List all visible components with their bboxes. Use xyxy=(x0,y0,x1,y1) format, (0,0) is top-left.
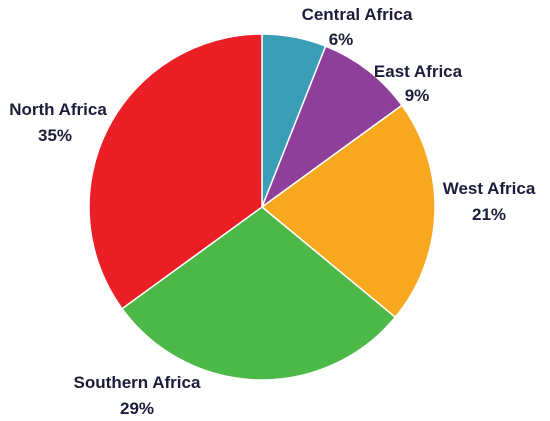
label-central-africa: Central Africa xyxy=(302,5,413,24)
value-east-africa: 9% xyxy=(405,86,430,105)
slice-east-africa xyxy=(260,45,404,210)
slice-southern-africa xyxy=(120,206,397,381)
label-west-africa: West Africa xyxy=(443,179,536,198)
pie-slices xyxy=(88,33,436,381)
label-east-africa: East Africa xyxy=(374,62,463,81)
value-north-africa: 35% xyxy=(38,126,72,145)
slice-north-africa xyxy=(88,33,263,310)
value-southern-africa: 29% xyxy=(120,399,154,418)
slice-west-africa xyxy=(260,104,436,319)
value-west-africa: 21% xyxy=(472,205,506,224)
label-north-africa: North Africa xyxy=(9,100,107,119)
value-central-africa: 6% xyxy=(329,30,354,49)
label-southern-africa: Southern Africa xyxy=(74,373,201,392)
